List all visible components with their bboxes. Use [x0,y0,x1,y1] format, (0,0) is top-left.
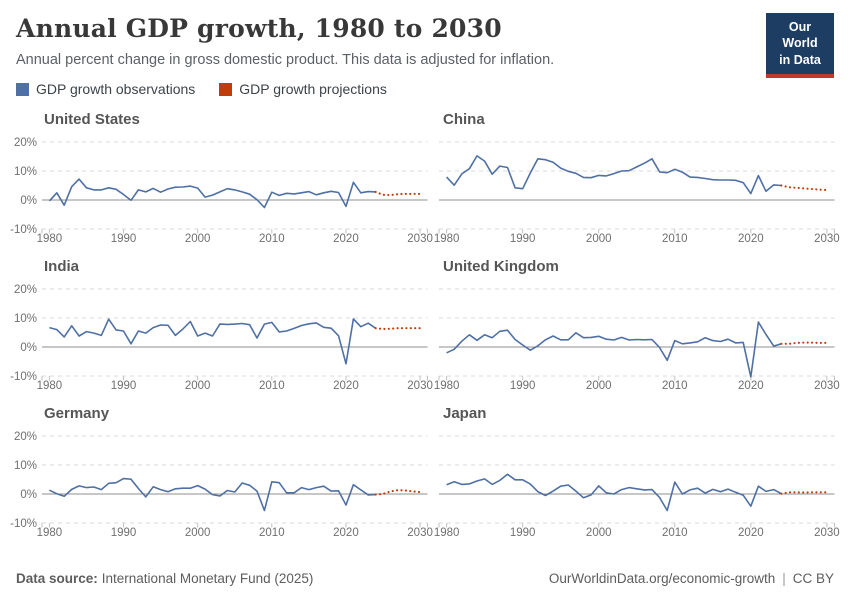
svg-text:2020: 2020 [738,233,764,245]
svg-text:0%: 0% [20,489,37,501]
facet-title: United Kingdom [443,258,559,275]
svg-text:20%: 20% [14,431,37,443]
svg-text:2000: 2000 [185,380,211,392]
charts-grid: United States 1980 1990 2000 2010 2020 2030 20… [0,106,850,539]
footer: Data source: International Monetary Fund … [0,571,850,586]
legend-item-observations: GDP growth observations [16,81,195,97]
svg-text:2000: 2000 [586,380,612,392]
facet-title: United States [44,111,140,128]
owid-logo-red-bar [766,73,834,78]
svg-text:1980: 1980 [37,233,63,245]
svg-text:2000: 2000 [586,527,612,539]
svg-text:1990: 1990 [111,527,137,539]
legend-item-projections: GDP growth projections [219,81,387,97]
svg-text:1990: 1990 [510,380,536,392]
header: Annual GDP growth, 1980 to 2030 Annual p… [0,0,850,68]
svg-text:2010: 2010 [662,233,688,245]
owid-url-link[interactable]: OurWorldinData.org/economic-growth [548,571,776,586]
chart-china[interactable]: 1980 1990 2000 2010 2020 2030 [434,132,840,245]
chart-united-states[interactable]: 1980 1990 2000 2010 2020 2030 20% 10% 0% -10% [4,132,433,245]
svg-text:2020: 2020 [738,380,764,392]
footer-links[interactable]: OurWorldinData.org/economic-growth | CC BY [549,571,834,586]
svg-text:20%: 20% [14,137,37,149]
svg-text:2010: 2010 [662,380,688,392]
facet-united-kingdom: United Kingdom 1980 1990 2000 2010 2020 2030 [434,253,840,392]
svg-text:2000: 2000 [185,233,211,245]
svg-text:2020: 2020 [333,380,359,392]
svg-text:10%: 10% [14,460,37,472]
svg-text:-10%: -10% [10,224,37,236]
svg-text:1980: 1980 [37,380,63,392]
svg-text:2010: 2010 [259,380,285,392]
facet-title: China [443,111,485,128]
legend: GDP growth observations GDP growth proje… [0,81,850,97]
owid-logo[interactable]: Our World in Data [766,13,834,78]
svg-text:2030: 2030 [814,527,840,539]
data-source: Data source: International Monetary Fund … [16,571,313,586]
svg-text:1990: 1990 [510,233,536,245]
svg-text:2020: 2020 [333,527,359,539]
chart-japan[interactable]: 1980 1990 2000 2010 2020 2030 [434,426,840,539]
facet-germany: Germany 1980 1990 2000 2010 2020 2030 20% 10% 0%… [4,400,433,539]
page-subtitle: Annual percent change in gross domestic … [16,52,555,68]
data-source-label: Data source: [16,571,98,586]
svg-text:2020: 2020 [333,233,359,245]
svg-text:2020: 2020 [738,527,764,539]
svg-text:0%: 0% [20,195,37,207]
svg-text:2010: 2010 [259,527,285,539]
svg-text:-10%: -10% [10,371,37,383]
svg-text:10%: 10% [14,313,37,325]
facet-title: India [44,258,80,275]
license-link[interactable]: CC BY [792,571,834,586]
facet-title: Germany [44,405,110,422]
svg-text:2000: 2000 [586,233,612,245]
projections-swatch-icon [219,82,233,96]
svg-text:2010: 2010 [259,233,285,245]
footer-separator: | [782,571,786,586]
svg-text:1990: 1990 [510,527,536,539]
chart-india[interactable]: 1980 1990 2000 2010 2020 2030 20% 10% 0% -10% [4,279,433,392]
facet-china: China 1980 1990 2000 2010 2020 2030 [434,106,840,245]
legend-label: GDP growth projections [239,81,387,97]
svg-text:-10%: -10% [10,518,37,530]
svg-text:20%: 20% [14,284,37,296]
svg-text:0%: 0% [20,342,37,354]
svg-text:2030: 2030 [814,233,840,245]
chart-germany[interactable]: 1980 1990 2000 2010 2020 2030 20% 10% 0% -10% [4,426,433,539]
svg-text:2030: 2030 [814,380,840,392]
facet-united-states: United States 1980 1990 2000 2010 2020 2030 20… [4,106,433,245]
svg-text:2030: 2030 [407,233,433,245]
facet-japan: Japan 1980 1990 2000 2010 2020 2030 [434,400,840,539]
facet-title: Japan [443,405,487,422]
facet-india: India 1980 1990 2000 2010 2020 2030 20% 10% 0% -1… [4,253,433,392]
data-source-value: International Monetary Fund (2025) [101,571,314,586]
svg-text:1990: 1990 [111,380,137,392]
page-title: Annual GDP growth, 1980 to 2030 [16,14,502,43]
svg-text:1980: 1980 [434,233,460,245]
svg-text:2030: 2030 [407,527,433,539]
svg-text:10%: 10% [14,166,37,178]
owid-logo-text: Our World in Data [766,13,834,74]
chart-united-kingdom[interactable]: 1980 1990 2000 2010 2020 2030 [434,279,840,392]
svg-text:2030: 2030 [407,380,433,392]
svg-text:2000: 2000 [185,527,211,539]
svg-text:2010: 2010 [662,527,688,539]
svg-text:1990: 1990 [111,233,137,245]
observations-swatch-icon [16,82,29,96]
svg-text:1980: 1980 [37,527,63,539]
legend-label: GDP growth observations [36,81,196,97]
svg-text:1980: 1980 [434,380,460,392]
svg-text:1980: 1980 [434,527,460,539]
